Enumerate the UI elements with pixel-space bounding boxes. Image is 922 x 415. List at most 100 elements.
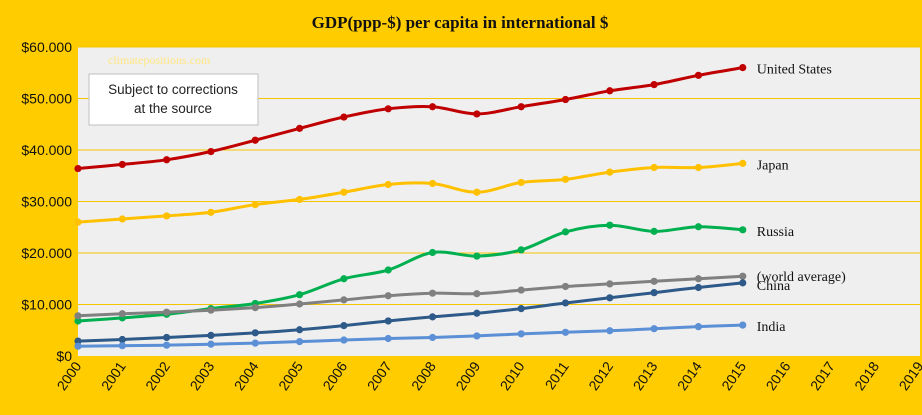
data-point-india [694,323,703,331]
data-point-united-states [295,124,304,132]
data-point-japan [561,175,570,183]
data-point-india [384,334,392,343]
series-line-japan [76,161,745,224]
data-point-russia [606,221,614,229]
data-point-japan [517,178,525,187]
y-tick-label: $30.000 [21,194,72,210]
y-tick-label: $40.000 [21,142,72,158]
data-point-united-states [650,80,658,89]
data-point-india [650,325,658,333]
data-point-japan [428,179,437,188]
series-points [74,64,747,350]
data-point-russia [517,246,525,254]
data-point-japan [473,188,481,196]
data-point-china [739,279,747,287]
data-point-russia [473,252,481,260]
series-line-china [76,281,745,343]
data-point-china [340,322,348,330]
data-point-world-average [340,296,348,304]
series-label-united-states: United States [757,63,832,78]
x-tick-label: 2013 [630,358,661,393]
data-point-world-average [251,303,259,312]
y-tick-label: $10.000 [21,297,72,313]
y-axis-ticks: $0 $10.000 $20.000 $30.000 $40.000 $50.000 $60… [21,39,72,364]
x-tick-label: 2014 [674,358,705,393]
y-tick-label: $0 [56,348,72,364]
x-tick-label: 2001 [98,358,129,393]
x-tick-label: 2005 [275,358,306,393]
data-point-japan [384,180,392,189]
watermark: climatepositions.com [108,53,211,67]
data-point-world-average [606,280,614,288]
x-tick-label: 2016 [763,358,794,393]
data-point-japan [650,163,658,172]
data-point-china [207,331,215,339]
x-tick-label: 2015 [718,358,749,393]
data-point-world-average [207,306,215,314]
series-line-india [76,323,745,348]
data-point-india [473,332,481,340]
y-tick-label: $20.000 [21,245,72,261]
data-point-china [384,317,392,325]
data-point-united-states [118,160,126,169]
data-point-russia [428,248,437,257]
data-point-russia [694,223,703,231]
data-point-united-states [739,64,747,72]
note-line-1: Subject to corrections [108,82,238,97]
data-point-china [650,289,658,297]
data-point-japan [739,159,747,167]
data-point-india [163,341,171,349]
data-point-china [473,309,481,317]
series-line-united-states [76,66,745,170]
data-point-india [74,342,82,350]
x-tick-label: 2018 [851,358,882,393]
data-point-china [561,299,570,307]
data-point-russia [295,291,304,299]
data-point-united-states [561,95,570,104]
data-point-russia [384,266,392,274]
x-axis-ticks: 2000 2001 2002 2003 2004 2005 2006 2007 2008 2009… [53,358,922,393]
data-point-world-average [163,308,171,316]
data-point-world-average [428,289,437,297]
x-tick-label: 2011 [542,358,572,392]
data-point-india [251,339,259,347]
series-label-russia: Russia [757,225,795,240]
data-point-world-average [118,310,126,318]
y-tick-label: $50.000 [21,91,72,107]
data-point-japan [295,195,304,204]
x-tick-label: 2002 [142,358,173,393]
data-point-world-average [650,277,658,285]
data-point-japan [251,200,259,209]
series-lines [76,66,745,348]
x-tick-label: 2012 [585,358,616,393]
data-point-world-average [384,292,392,300]
y-tick-label: $60.000 [21,39,72,55]
x-tick-label: 2017 [807,358,838,393]
data-point-united-states [340,113,348,121]
data-point-united-states [428,103,437,111]
data-point-world-average [74,312,82,320]
x-tick-label: 2010 [497,358,528,393]
data-point-india [561,328,570,336]
series-labels: United States Japan Russia (world average)C… [757,63,846,336]
data-point-world-average [739,272,747,280]
data-point-united-states [517,103,525,111]
data-point-india [340,336,348,344]
data-point-world-average [517,286,525,294]
data-point-india [428,333,437,342]
data-point-united-states [207,147,215,156]
chart-title: GDP(ppp-$) per capita in international $ [312,13,609,32]
data-point-united-states [694,71,703,79]
data-point-russia [650,227,658,235]
data-point-world-average [295,300,304,308]
data-point-united-states [251,136,259,144]
data-point-china [163,333,171,342]
data-point-world-average [694,275,703,283]
x-tick-label: 2006 [319,358,350,393]
x-tick-label: 2003 [186,358,217,393]
data-point-russia [340,275,348,283]
data-point-united-states [163,156,171,164]
note-box: Subject to corrections at the source [88,73,259,126]
